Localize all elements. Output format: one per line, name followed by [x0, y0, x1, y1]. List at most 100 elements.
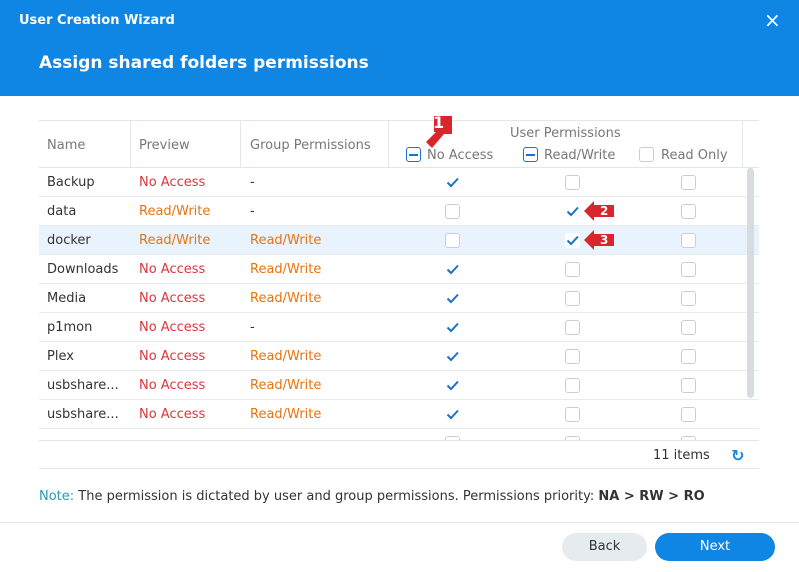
permission-checkbox[interactable]: [681, 378, 696, 393]
row-border: [39, 196, 759, 197]
permission-checkbox[interactable]: [445, 349, 460, 364]
col-divider: [130, 121, 131, 167]
group-permission: -: [250, 320, 255, 335]
col-divider: [742, 121, 743, 167]
permission-checkbox[interactable]: [445, 262, 460, 277]
preview: No Access: [139, 175, 206, 190]
column-header: Preview: [139, 138, 190, 153]
group-permission: -: [250, 204, 255, 219]
preview: No Access: [139, 378, 206, 393]
column-checkbox[interactable]: [639, 147, 654, 162]
folder-name: Backup: [47, 175, 95, 190]
header-bar: [0, 0, 799, 96]
annotation-number: 3: [600, 233, 609, 247]
folder-name: data: [47, 204, 77, 219]
scrollbar[interactable]: [747, 168, 754, 398]
permission-checkbox[interactable]: [681, 233, 696, 248]
close-button[interactable]: ×: [764, 8, 781, 32]
permission-checkbox[interactable]: [445, 378, 460, 393]
permission-checkbox[interactable]: [445, 291, 460, 306]
folder-name: docker: [47, 233, 91, 248]
column-header: No Access: [427, 148, 494, 163]
column-checkbox[interactable]: [406, 147, 421, 162]
back-button[interactable]: Back: [562, 533, 647, 561]
col-divider: [240, 121, 241, 167]
row-border: [39, 254, 759, 255]
permission-checkbox[interactable]: [681, 175, 696, 190]
preview: No Access: [139, 349, 206, 364]
row-border: [39, 428, 759, 429]
permission-checkbox[interactable]: [565, 349, 580, 364]
annotation-arrow: [584, 229, 616, 255]
annotation-number: 1: [433, 113, 445, 132]
permission-checkbox[interactable]: [681, 320, 696, 335]
note-priority: NA > RW > RO: [598, 489, 705, 504]
permission-checkbox[interactable]: [565, 436, 580, 440]
annotation-arrow: [422, 114, 456, 154]
group-permission: Read/Write: [250, 378, 322, 393]
folder-name: usbshare...: [47, 378, 119, 393]
column-checkbox[interactable]: [523, 147, 538, 162]
item-count: 11 items: [653, 448, 710, 463]
folder-name: Plex: [47, 349, 74, 364]
permission-checkbox[interactable]: [565, 262, 580, 277]
folder-name: p1mon: [47, 320, 93, 335]
column-header: Read/Write: [544, 148, 616, 163]
permission-checkbox[interactable]: [565, 407, 580, 422]
permission-checkbox[interactable]: [565, 320, 580, 335]
group-permission: Read/Write: [250, 262, 322, 277]
permission-checkbox[interactable]: [681, 407, 696, 422]
permission-checkbox[interactable]: [565, 204, 580, 219]
folder-name: usbshare...: [47, 407, 119, 422]
group-permission: Read/Write: [250, 407, 322, 422]
annotation-number: 2: [600, 204, 609, 218]
row-border: [39, 225, 759, 226]
permission-checkbox[interactable]: [565, 378, 580, 393]
permission-checkbox[interactable]: [681, 204, 696, 219]
folder-name: Downloads: [47, 262, 119, 277]
preview: No Access: [139, 291, 206, 306]
folder-name: Media: [47, 291, 87, 306]
permission-checkbox[interactable]: [565, 291, 580, 306]
header-border: [39, 167, 759, 168]
column-header: Group Permissions: [250, 138, 371, 153]
app-title: User Creation Wizard: [19, 13, 175, 28]
refresh-button[interactable]: ↻: [731, 446, 745, 465]
permission-checkbox[interactable]: [565, 233, 580, 248]
note: Note: The permission is dictated by user…: [39, 489, 705, 504]
permission-checkbox[interactable]: [445, 407, 460, 422]
permission-checkbox[interactable]: [681, 291, 696, 306]
row-border: [39, 341, 759, 342]
preview: No Access: [139, 262, 206, 277]
permission-checkbox[interactable]: [445, 320, 460, 335]
permission-checkbox[interactable]: [445, 175, 460, 190]
group-header: User Permissions: [510, 126, 621, 141]
column-header: Name: [47, 138, 86, 153]
permission-checkbox[interactable]: [445, 233, 460, 248]
group-permission: Read/Write: [250, 349, 322, 364]
preview: No Access: [139, 320, 206, 335]
table-top-border: [39, 120, 759, 121]
preview: Read/Write: [139, 233, 211, 248]
permission-checkbox[interactable]: [565, 175, 580, 190]
preview: Read/Write: [139, 204, 211, 219]
permission-checkbox[interactable]: [681, 436, 696, 440]
table-bottom-border: [39, 468, 759, 469]
permission-checkbox[interactable]: [445, 204, 460, 219]
selected-row: [39, 226, 759, 255]
footer-border: [39, 440, 759, 441]
group-permission: -: [250, 175, 255, 190]
annotation-arrow: [584, 200, 616, 226]
permission-checkbox[interactable]: [681, 349, 696, 364]
next-button[interactable]: Next: [655, 533, 775, 561]
row-border: [39, 370, 759, 371]
group-permission: Read/Write: [250, 291, 322, 306]
note-text: The permission is dictated by user and g…: [78, 489, 595, 504]
note-label: Note:: [39, 489, 75, 504]
permission-checkbox[interactable]: [681, 262, 696, 277]
column-header: Read Only: [661, 148, 728, 163]
table-body: Backup No Access - data Read/Write - docker Rea…: [0, 168, 799, 440]
permission-checkbox[interactable]: [445, 436, 460, 440]
group-permission: Read/Write: [250, 233, 322, 248]
